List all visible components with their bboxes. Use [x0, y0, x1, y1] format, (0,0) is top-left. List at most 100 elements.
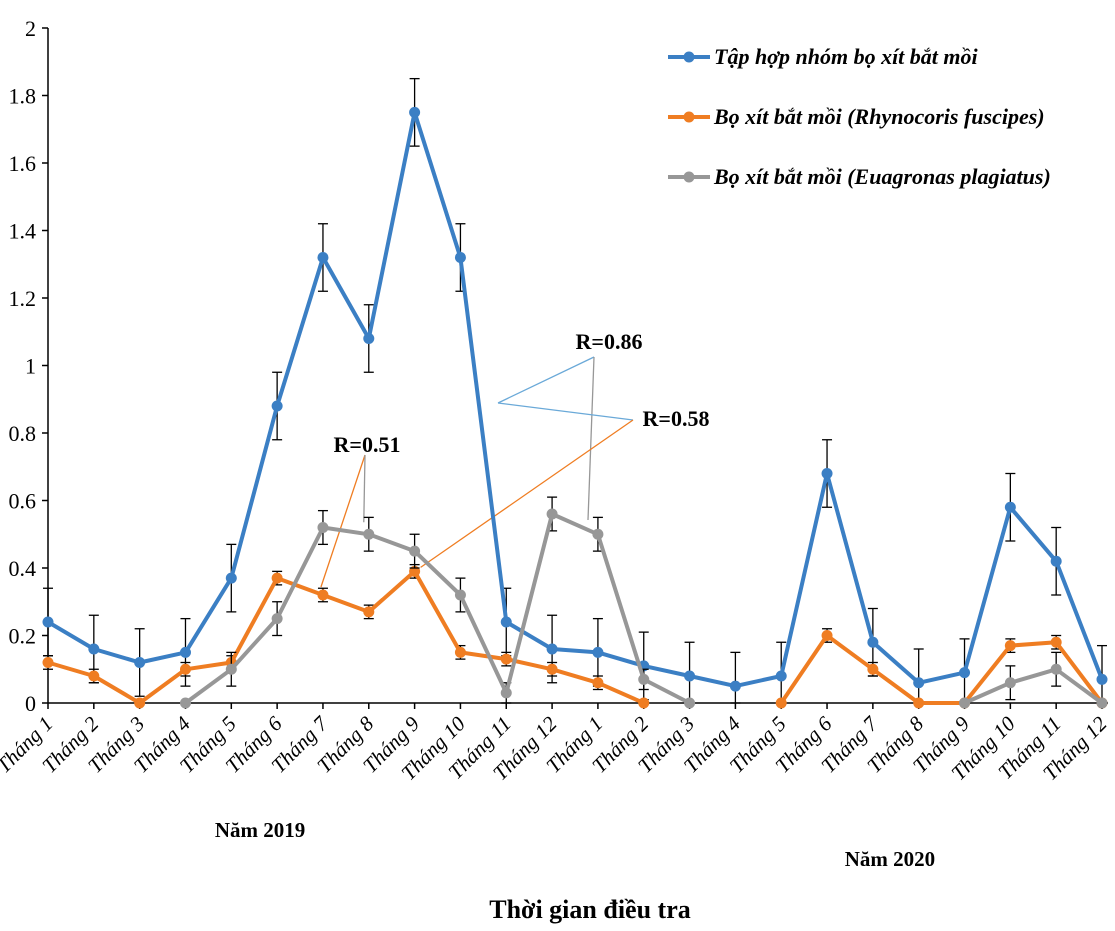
data-point: [1050, 555, 1062, 567]
data-point: [867, 636, 879, 648]
data-point: [1096, 673, 1108, 685]
annotation-leader: [363, 454, 366, 523]
legend-label: Bọ xít bắt mồi (Rhynocoris fuscipes): [713, 104, 1045, 129]
year-group-label: Năm 2019: [215, 818, 305, 842]
data-point: [546, 508, 558, 520]
annotation-leader-lines: [320, 356, 634, 588]
series-line: [46, 110, 1104, 689]
data-point: [500, 616, 512, 628]
legend-item-2: Bọ xít bắt mồi (Rhynocoris fuscipes): [668, 104, 1045, 129]
annotation-labels: R=0.51 R=0.86 R=0.58: [334, 329, 710, 457]
annotation-label: R=0.58: [643, 406, 710, 431]
data-point: [454, 589, 466, 601]
data-point: [317, 522, 329, 533]
data-point: [179, 646, 191, 658]
data-point: [363, 606, 375, 618]
data-point: [225, 572, 237, 584]
data-point: [775, 670, 787, 682]
series-line: [47, 569, 1104, 705]
data-point: [88, 643, 100, 655]
chart-axes: [47, 28, 1108, 704]
data-point: [638, 673, 650, 685]
data-point: [821, 468, 833, 479]
data-point: [959, 697, 971, 709]
data-point: [271, 400, 283, 412]
data-point: [592, 528, 604, 540]
data-point: [1004, 501, 1016, 513]
data-point: [42, 657, 54, 668]
data-point: [959, 667, 971, 679]
data-point: [867, 663, 879, 675]
y-tick-label: 2: [25, 16, 36, 41]
data-point: [134, 697, 146, 709]
data-point: [363, 528, 375, 540]
legend-label: Bọ xít bắt mồi (Euagronas plagiatus): [713, 164, 1051, 189]
annotation-leader: [420, 419, 634, 568]
data-point: [592, 646, 604, 658]
data-point: [729, 680, 741, 692]
legend-item-3: Bọ xít bắt mồi (Euagronas plagiatus): [668, 164, 1051, 189]
data-point: [500, 687, 512, 699]
annotation-leader: [587, 356, 595, 521]
y-tick-label: 1.6: [9, 151, 37, 176]
data-point: [42, 616, 54, 628]
data-point: [1004, 640, 1016, 652]
y-tick-labels: 0 0.2 0.4 0.6 0.8 1 1.2 1.4 1.6 1.8 2: [9, 16, 48, 716]
data-point: [775, 697, 787, 709]
data-point: [409, 106, 421, 118]
data-point: [684, 670, 696, 682]
data-point: [500, 653, 512, 665]
data-point: [1050, 636, 1062, 648]
data-point: [225, 663, 237, 675]
data-point: [454, 252, 466, 263]
y-tick-label: 0.2: [9, 624, 37, 649]
annotation-label: R=0.51: [334, 432, 401, 457]
data-point: [546, 663, 558, 675]
x-axis-title: Thời gian điều tra: [489, 895, 691, 924]
annotation-leader: [320, 454, 366, 588]
data-point: [913, 697, 925, 709]
series-layer: [42, 77, 1108, 709]
data-point: [409, 545, 421, 557]
y-tick-label: 0: [25, 691, 36, 716]
series-2: [42, 563, 1108, 709]
data-point: [179, 663, 191, 675]
data-point: [88, 670, 100, 682]
data-point: [317, 589, 329, 601]
legend-swatch-marker: [683, 51, 695, 63]
y-tick-label: 1.4: [9, 219, 37, 244]
y-tick-label: 1.2: [9, 286, 37, 311]
data-point: [179, 697, 191, 709]
annotation-label: R=0.86: [576, 329, 643, 354]
y-tick-label: 0.4: [9, 556, 37, 581]
annotation-leader: [497, 402, 634, 421]
legend-item-1: Tập hợp nhóm bọ xít bắt mồi: [668, 44, 979, 69]
y-tick-label: 1.8: [9, 84, 37, 109]
data-point: [592, 677, 604, 689]
year-group-labels: Năm 2019 Năm 2020: [215, 818, 935, 871]
data-point: [1004, 677, 1016, 689]
data-point: [271, 613, 283, 625]
data-point: [638, 697, 650, 709]
y-tick-label: 0.8: [9, 421, 37, 446]
legend-label: Tập hợp nhóm bọ xít bắt mồi: [714, 44, 979, 69]
annotation-leader: [497, 356, 595, 404]
y-tick-label: 1: [25, 354, 36, 379]
data-point: [1050, 663, 1062, 675]
data-point: [454, 646, 466, 658]
data-point: [1096, 697, 1108, 709]
data-point: [913, 677, 925, 689]
series-line: [184, 512, 1104, 705]
legend-swatch-marker: [683, 171, 695, 183]
data-point: [317, 252, 329, 263]
data-point: [684, 697, 696, 709]
data-point: [363, 333, 375, 344]
year-group-label: Năm 2020: [845, 847, 935, 871]
legend-swatch-marker: [683, 111, 695, 123]
series-3: [179, 496, 1108, 709]
data-point: [821, 630, 833, 641]
legend: Tập hợp nhóm bọ xít bắt mồi Bọ xít bắt mồ…: [668, 44, 1051, 189]
data-point: [546, 643, 558, 655]
